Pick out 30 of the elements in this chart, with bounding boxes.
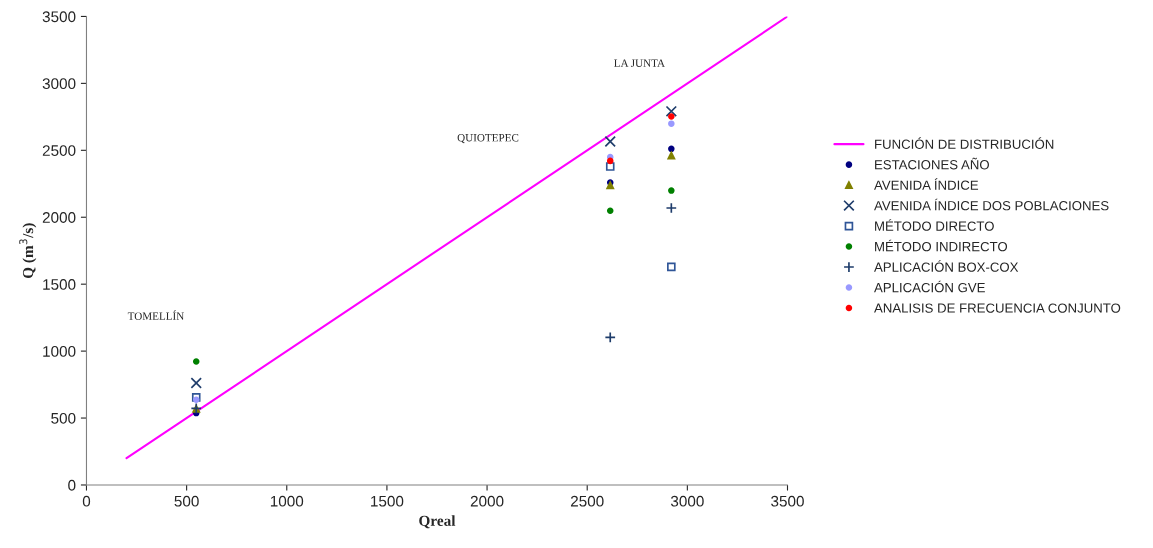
legend-label: APLICACIÓN GVE [874, 280, 985, 293]
y-tick-label: 500 [51, 412, 76, 424]
legend-label: FUNCIÓN DE DISTRIBUCIÓN [875, 137, 1054, 149]
x-tick-label: 2500 [570, 495, 604, 507]
legend-label: AVENIDA ÍNDICE [874, 178, 979, 190]
annotation: QUIOTEPEC [457, 134, 519, 144]
y-axis-title: Q (m$^{3}$/s) [19, 223, 37, 279]
y-tick-label: 2500 [42, 145, 76, 156]
legend-label: ANALISIS DE FRECUENCIA CONJUNTO [874, 303, 1121, 313]
x-tick-label: 3000 [670, 495, 704, 507]
x-axis-title: Qreal [419, 515, 456, 529]
x-tick-label: 1500 [371, 495, 404, 507]
x-tick-label: 1000 [270, 495, 304, 507]
annotation: TOMELLÍN [127, 310, 184, 320]
legend-label: AVENIDA ÍNDICE DOS POBLACIONES [874, 198, 1109, 211]
annotation: LA JUNTA [614, 59, 665, 67]
y-tick-label: 3500 [42, 11, 76, 23]
y-tick-label: 1500 [43, 279, 76, 290]
legend-label: ESTACIONES AÑO [875, 157, 989, 170]
x-tick-label: 3500 [771, 495, 804, 507]
x-tick-label: 2000 [470, 495, 504, 507]
x-tick-label: 500 [174, 495, 199, 507]
y-tick-label: 2000 [42, 212, 76, 223]
legend-label: APLICACIÓN BOX-COX [874, 260, 1019, 272]
legend-label: MÉTODO INDIRECTO [875, 239, 1008, 252]
legend-label: MÉTODO DIRECTO [875, 219, 994, 231]
y-tick-label: 0 [68, 479, 76, 491]
y-tick-label: 3000 [42, 78, 76, 90]
x-tick-label: 0 [82, 495, 91, 507]
y-tick-label: 1000 [43, 345, 76, 357]
